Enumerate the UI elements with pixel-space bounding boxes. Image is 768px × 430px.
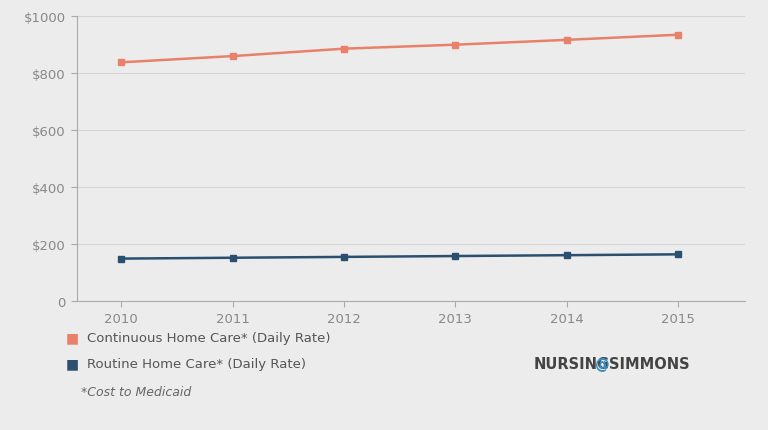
Text: ■: ■ (65, 331, 78, 344)
Text: NURSING: NURSING (534, 356, 610, 371)
Text: Routine Home Care* (Daily Rate): Routine Home Care* (Daily Rate) (87, 357, 306, 370)
Text: SIMMONS: SIMMONS (609, 356, 690, 371)
Text: Continuous Home Care* (Daily Rate): Continuous Home Care* (Daily Rate) (87, 331, 330, 344)
Text: @: @ (595, 356, 610, 371)
Text: ■: ■ (65, 356, 78, 370)
Text: *Cost to Medicaid: *Cost to Medicaid (81, 385, 191, 398)
